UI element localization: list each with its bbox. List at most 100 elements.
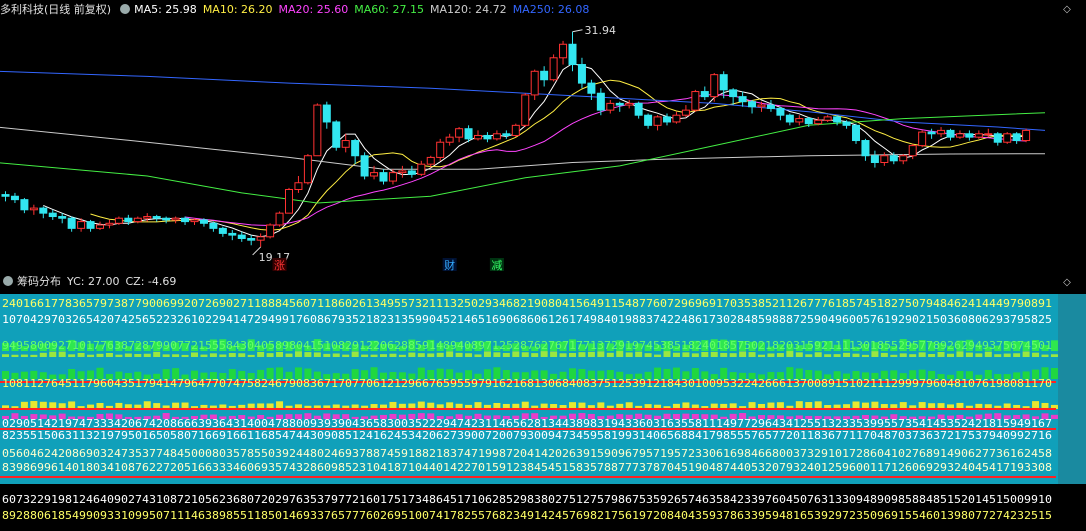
chip-digit-row: 8235515063113219795016505807166916611685… (2, 429, 1052, 442)
candle (521, 93, 530, 128)
svg-text:029051421974733342067420866639: 0290514219747333420674208666393643140047… (2, 417, 1052, 430)
svg-text:31.94: 31.94 (585, 24, 617, 37)
sub-chart-title: 筹码分布 (17, 275, 61, 288)
chip-panel-background (0, 294, 1058, 484)
candle (776, 106, 785, 121)
candle (398, 165, 407, 178)
candle (511, 123, 520, 138)
ma20-line (184, 93, 1027, 227)
candle (171, 216, 180, 224)
ma-legend-item: MA10: 26.20 (202, 3, 273, 16)
candle (672, 111, 681, 124)
candle (577, 57, 586, 89)
candle (596, 88, 605, 116)
candle (653, 115, 662, 131)
candle (360, 152, 369, 180)
candle (445, 133, 454, 146)
candle (341, 133, 350, 153)
candle (559, 40, 568, 65)
candle (918, 130, 927, 148)
candle (294, 176, 303, 193)
candle (606, 100, 615, 114)
candle (455, 127, 464, 143)
ma-legend-item: MA20: 25.60 (278, 3, 349, 16)
chevron-down-icon[interactable] (120, 4, 131, 14)
chip-digit-row: 2401661778365797387790069920726902711888… (2, 297, 1052, 310)
candle (114, 216, 123, 225)
svg-text:减: 减 (491, 259, 502, 272)
chevron-down-icon[interactable] (3, 276, 13, 286)
chip-distribution-chart: 2401661778365797387790069920726902711888… (0, 291, 1086, 531)
candle (86, 219, 95, 232)
candle (228, 230, 237, 241)
chip-bar-row (2, 413, 1058, 419)
chip-digit-row: 1081127645117960435179414796477074758246… (2, 377, 1052, 390)
svg-text:607322919812464090274310872105: 6073229198124640902743108721056236807202… (2, 493, 1052, 506)
candle (162, 216, 171, 224)
candle (303, 154, 312, 185)
candle (700, 86, 709, 100)
event-marker[interactable]: 涨 (272, 258, 287, 272)
ma250-line (0, 70, 1046, 131)
ma-legend-item: MA250: 26.08 (512, 3, 590, 16)
candle (634, 101, 643, 119)
candle (105, 219, 114, 229)
candle (842, 120, 851, 129)
candle (464, 125, 473, 143)
candle (927, 128, 936, 139)
candle (738, 91, 747, 107)
candle (10, 192, 19, 204)
high-label: 31.94 (572, 24, 617, 37)
candle (483, 132, 492, 143)
candle (426, 155, 435, 168)
diamond-icon[interactable]: ◇ (1063, 4, 1071, 15)
yc-value: YC: 27.00 (67, 275, 120, 288)
candle (275, 211, 284, 227)
ma-legend-item: MA5: 25.98 (134, 3, 197, 16)
candle (993, 132, 1002, 146)
candle (379, 169, 388, 185)
candle (908, 143, 917, 160)
main-chart-header: 多利科技(日线 前复权) MA5: 25.98 MA10: 26.20 MA20: 2… (0, 1, 601, 19)
candle (899, 154, 908, 165)
ma10-line (90, 79, 1027, 231)
candle (322, 101, 331, 129)
candle (681, 105, 690, 117)
diamond-icon[interactable]: ◇ (1063, 277, 1071, 288)
candle (965, 130, 974, 141)
event-marker[interactable]: 减 (489, 258, 504, 272)
candle (436, 138, 445, 161)
candle (209, 221, 218, 232)
candle (785, 113, 794, 126)
candle (530, 69, 539, 100)
svg-text:108112764511796043517941479647: 1081127645117960435179414796477074758246… (2, 377, 1052, 390)
main-chart: 31.9419.17涨财减 (0, 24, 1046, 272)
sub-chart-header: 筹码分布 YC: 27.00 CZ: -4.69 (0, 273, 182, 291)
chip-digit-row: 9495800927101776387287990772155584304058… (2, 339, 1052, 352)
candle (937, 127, 946, 138)
svg-text:892880618549909331099507111463: 8928806185499093310995071114638985511850… (2, 509, 1052, 522)
candle (351, 138, 360, 165)
candle (58, 213, 67, 224)
candle (1, 191, 10, 202)
candle (710, 72, 719, 102)
candle (663, 113, 671, 126)
candle (889, 152, 898, 165)
ma120-line (0, 126, 1046, 170)
candle (370, 165, 379, 180)
candle (152, 214, 161, 222)
candle (388, 169, 397, 185)
svg-text:涨: 涨 (274, 259, 285, 272)
candle (833, 115, 842, 126)
candle (644, 113, 653, 129)
candle (955, 130, 964, 139)
candle (719, 71, 728, 99)
candle (48, 209, 57, 220)
svg-text:240166177836579738779006992072: 2401661778365797387790069920726902711888… (2, 297, 1052, 310)
candle (285, 187, 293, 214)
event-marker[interactable]: 财 (442, 258, 457, 272)
candle (568, 31, 577, 72)
candle (587, 79, 596, 100)
chip-bar-row (2, 351, 1058, 357)
cz-value: CZ: -4.69 (125, 275, 177, 288)
